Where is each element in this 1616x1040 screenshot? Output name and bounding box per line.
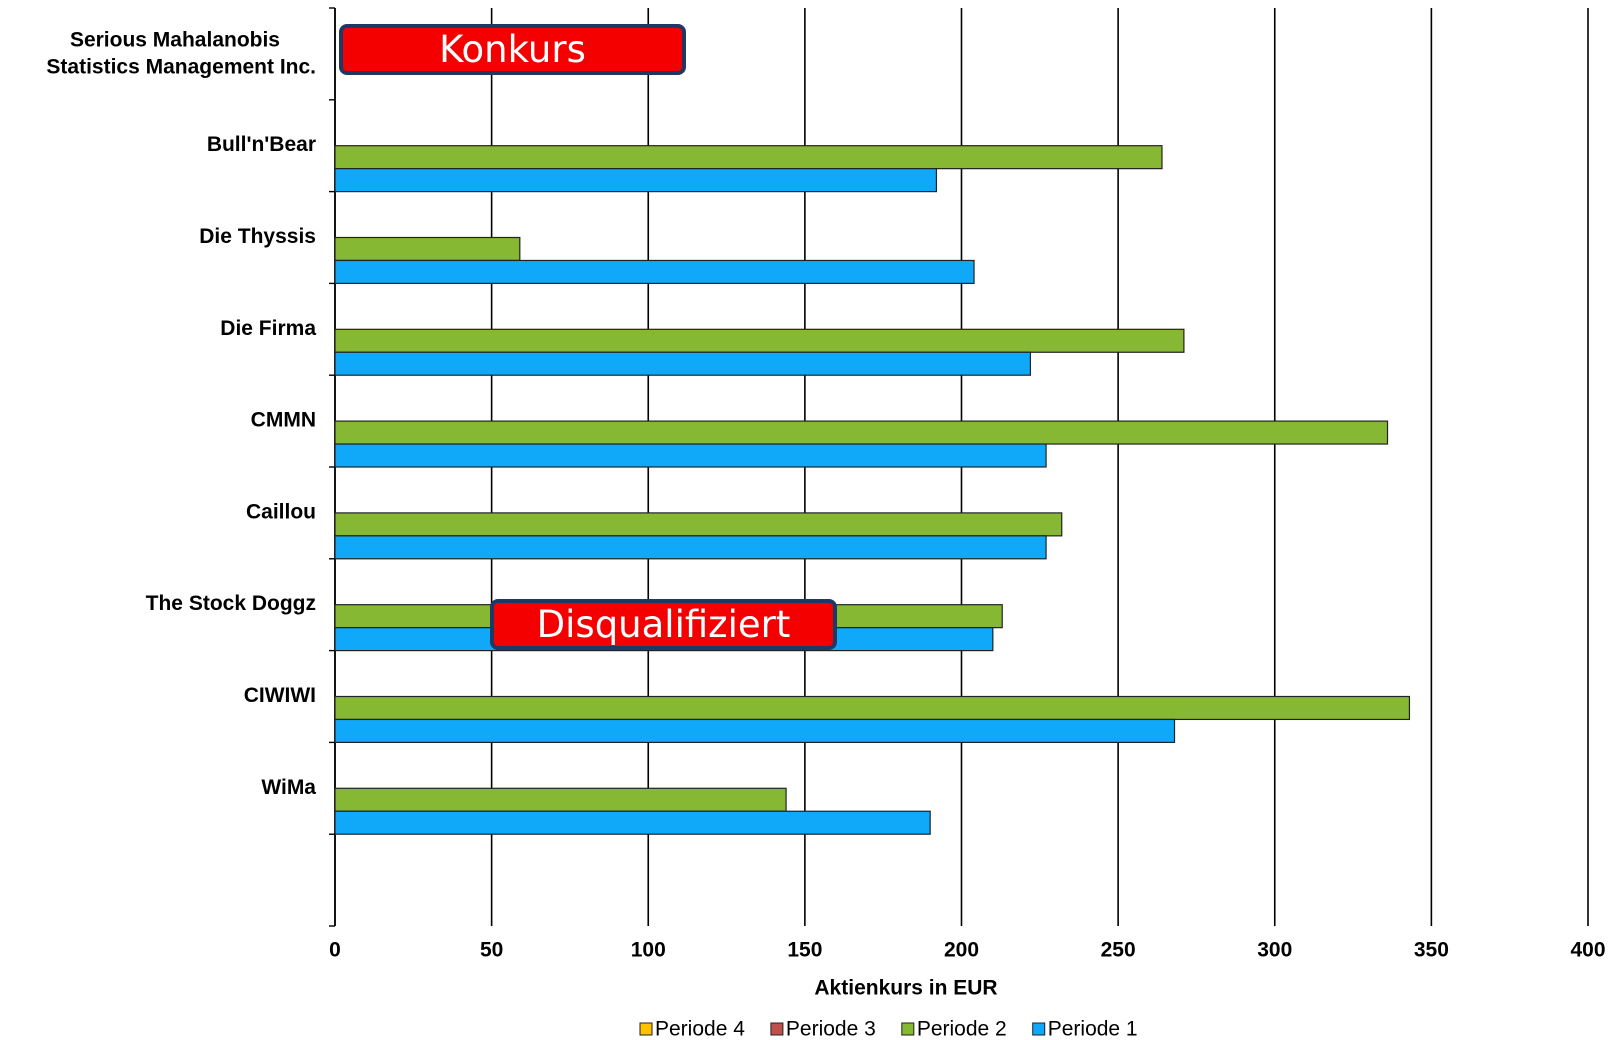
legend-swatch xyxy=(639,1022,653,1036)
bar xyxy=(334,168,938,193)
bar xyxy=(334,810,931,835)
x-tick-label: 150 xyxy=(787,939,822,962)
annotation-box xyxy=(339,24,686,75)
legend-swatch xyxy=(901,1022,915,1036)
bar xyxy=(334,328,1185,353)
y-tick-label: CMMN xyxy=(251,409,316,432)
x-tick-label: 400 xyxy=(1570,939,1605,962)
bar xyxy=(334,259,975,285)
legend-swatch xyxy=(770,1022,784,1036)
bar xyxy=(334,718,1176,744)
legend-label: Periode 2 xyxy=(917,1018,1007,1040)
x-tick-label: 0 xyxy=(329,939,341,962)
x-tick-label: 300 xyxy=(1257,939,1292,962)
x-tick-label: 200 xyxy=(944,939,979,962)
bar xyxy=(334,236,521,262)
bar xyxy=(334,351,1032,376)
legend-label: Periode 3 xyxy=(786,1018,876,1040)
y-tick-label: CIWIWI xyxy=(244,684,316,707)
annotation-text: Konkurs xyxy=(439,28,586,71)
bar xyxy=(334,695,1411,721)
annotation-box xyxy=(490,599,837,650)
y-tick-label: Die Thyssis xyxy=(199,225,316,248)
y-tick-label: Die Firma xyxy=(220,317,316,340)
y-tick-label: Caillou xyxy=(246,500,316,523)
legend-swatch xyxy=(1032,1022,1046,1036)
bar xyxy=(334,420,1389,445)
bar xyxy=(334,535,1047,560)
bar xyxy=(334,512,1063,537)
x-axis-title: Aktienkurs in EUR xyxy=(814,977,997,1000)
bar xyxy=(334,443,1047,468)
x-tick-label: 250 xyxy=(1101,939,1136,962)
legend-label: Periode 1 xyxy=(1048,1018,1138,1040)
x-tick-label: 350 xyxy=(1414,939,1449,962)
x-tick-label: 50 xyxy=(480,939,503,962)
y-tick-label: Serious Mahalanobis Statistics Management… xyxy=(46,28,316,78)
y-tick-label: The Stock Doggz xyxy=(146,592,316,615)
bar xyxy=(334,787,787,812)
bar xyxy=(334,145,1163,170)
annotation-text: Disqualifiziert xyxy=(537,603,791,646)
legend-label: Periode 4 xyxy=(655,1018,745,1040)
x-tick-label: 100 xyxy=(631,939,666,962)
y-tick-label: Bull'n'Bear xyxy=(207,133,316,156)
legend: Periode 4 Periode 3 Periode 2 Periode 1 xyxy=(639,1018,1138,1040)
y-tick-label: WiMa xyxy=(261,776,316,799)
